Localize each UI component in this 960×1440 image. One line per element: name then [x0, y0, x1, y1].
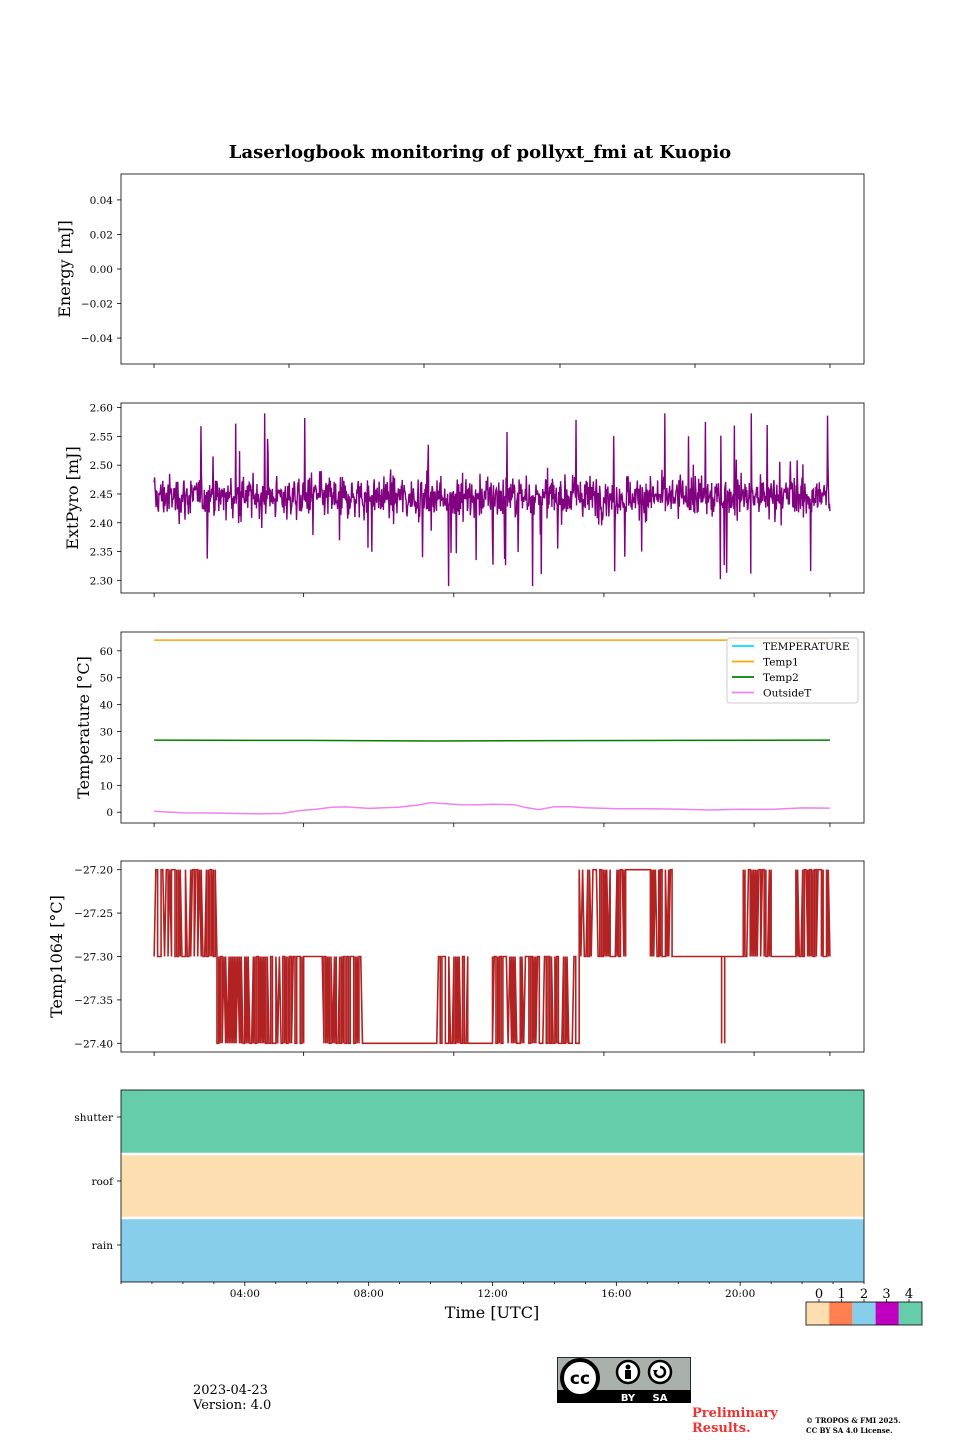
x-axis-label: Time [UTC]	[445, 1303, 539, 1322]
y-tick-label: 20	[100, 753, 113, 765]
colorbar-tick-label: 2	[860, 1287, 868, 1302]
y-tick-label: −0.04	[81, 333, 113, 345]
y-axis-label: ExtPyro [mJ]	[63, 446, 82, 549]
chart-title: Laserlogbook monitoring of pollyxt_fmi a…	[229, 142, 731, 163]
y-tick-label: −0.02	[81, 299, 113, 311]
legend-label: TEMPERATURE	[763, 641, 850, 653]
cc-text: cc	[570, 1369, 590, 1389]
panel-temp1064: −27.20 −27.25 −27.30 −27.35 −27.40 Temp1064 […	[47, 860, 865, 1056]
copyright-line: © TROPOS & FMI 2025.	[806, 1416, 901, 1425]
colorbar-tick-label: 4	[905, 1287, 913, 1302]
y-axis-label: Temp1064 [°C]	[47, 895, 66, 1018]
panel-energy: 0.04 0.02 0.00 −0.02 −0.04 Energy [mJ]	[55, 173, 865, 368]
copyright-block: © TROPOS & FMI 2025. CC BY SA 4.0 Licens…	[806, 1416, 936, 1436]
y-tick-label: 2.60	[90, 403, 113, 415]
footer-version: Version: 4.0	[193, 1398, 272, 1413]
status-row-label: shutter	[74, 1112, 114, 1124]
colorbar-swatch	[898, 1302, 922, 1325]
y-tick-label: 2.30	[90, 575, 113, 587]
colorbar-swatch	[829, 1302, 853, 1325]
panel-status: shutter roof rain 04:00 08:00 12:00 16:00 20:00	[74, 1089, 865, 1300]
y-tick-label: 0.04	[90, 195, 114, 207]
legend-label: Temp1	[763, 657, 799, 669]
colorbar-swatch	[875, 1302, 899, 1325]
preliminary-results-note: Preliminary Results.	[692, 1406, 778, 1436]
status-row-label: roof	[91, 1176, 114, 1188]
footer-date: 2023-04-23	[193, 1383, 268, 1398]
by-text: BY	[621, 1393, 636, 1403]
colorbar-swatch	[806, 1302, 830, 1325]
sa-text: SA	[653, 1393, 668, 1403]
x-tick-label: 16:00	[601, 1288, 631, 1300]
y-tick-label: −27.20	[74, 865, 113, 877]
colorbar-tick-label: 3	[882, 1287, 890, 1302]
cc-circle-icon	[560, 1358, 600, 1398]
y-tick-label: −27.30	[74, 952, 113, 964]
y-tick-label: −27.40	[74, 1038, 113, 1050]
y-tick-label: 60	[100, 646, 113, 658]
x-tick-label: 20:00	[725, 1288, 755, 1300]
y-tick-label: 40	[100, 700, 113, 712]
axes-frame	[120, 860, 865, 1053]
y-axis-label: Energy [mJ]	[55, 220, 74, 318]
axes-frame	[120, 173, 865, 365]
axes-frame	[120, 631, 865, 824]
colorbar-tick-label: 1	[837, 1287, 845, 1302]
legend: TEMPERATURE Temp1 Temp2 OutsideT	[726, 637, 859, 704]
y-axis-label: Temperature [°C]	[74, 656, 93, 799]
y-tick-label: −27.25	[74, 908, 113, 920]
y-tick-label: 2.45	[90, 489, 113, 501]
series-temp1064	[153, 868, 831, 1045]
y-tick-label: 50	[100, 673, 113, 685]
x-tick-label: 08:00	[354, 1288, 384, 1300]
series-extpyro	[153, 413, 831, 587]
colorbar-swatch	[852, 1302, 876, 1325]
status-band-roof	[121, 1154, 864, 1218]
y-tick-label: 2.50	[90, 460, 113, 472]
x-tick-label: 04:00	[230, 1288, 260, 1300]
x-tick-label: 12:00	[477, 1288, 507, 1300]
series-temp2	[154, 739, 830, 742]
y-tick-label: 10	[100, 780, 113, 792]
status-band-shutter	[121, 1090, 864, 1154]
series-outsidet	[154, 802, 830, 815]
status-band-rain	[121, 1218, 864, 1282]
legend-label: Temp2	[763, 672, 799, 684]
y-tick-label: 0.00	[90, 264, 113, 276]
axes-frame	[120, 402, 865, 594]
y-tick-label: 0.02	[90, 229, 113, 241]
y-tick-label: 0	[106, 807, 113, 819]
y-tick-label: 2.55	[90, 431, 113, 443]
y-tick-label: −27.35	[74, 995, 113, 1007]
legend-label: OutsideT	[763, 688, 811, 700]
cc-license-icon: cc BY SA	[557, 1357, 691, 1403]
status-row-label: rain	[92, 1240, 114, 1252]
license-line: CC BY SA 4.0 License.	[806, 1426, 893, 1435]
sa-share-icon	[647, 1359, 673, 1385]
panel-extpyro: 2.60 2.55 2.50 2.45 2.40 2.35 2.30 ExtPyro [mJ]	[63, 402, 865, 597]
panel-temperature: 60 50 40 30 20 10 0 Temperature [°C] TEMPERATURE…	[74, 631, 865, 827]
y-tick-label: 30	[100, 727, 113, 739]
colorbar-tick-label: 0	[815, 1287, 823, 1302]
footer-date-block: 2023-04-23 Version: 4.0	[193, 1383, 271, 1413]
y-tick-label: 2.40	[90, 518, 113, 530]
y-tick-label: 2.35	[90, 547, 113, 559]
